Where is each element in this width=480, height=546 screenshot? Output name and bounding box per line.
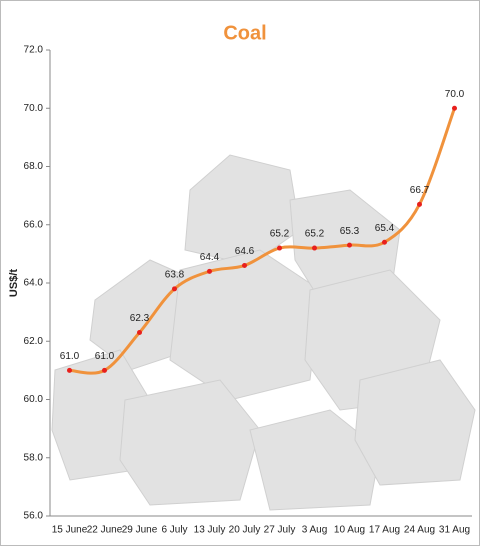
x-tick-label: 6 July bbox=[161, 525, 187, 536]
point-marker bbox=[242, 263, 247, 269]
x-tick-label: 27 July bbox=[264, 525, 296, 536]
x-tick-label: 22 June bbox=[87, 525, 123, 536]
data-label: 63.8 bbox=[165, 269, 185, 280]
x-tick-label: 29 June bbox=[122, 525, 158, 536]
data-label: 65.2 bbox=[305, 229, 325, 240]
point-marker bbox=[207, 268, 212, 274]
data-label: 61.0 bbox=[95, 351, 115, 362]
data-label: 61.0 bbox=[60, 351, 80, 362]
data-label: 70.0 bbox=[445, 89, 465, 100]
data-label: 62.3 bbox=[130, 313, 150, 324]
x-tick-label: 13 July bbox=[194, 525, 226, 536]
point-marker bbox=[172, 286, 177, 292]
y-tick-label: 72.0 bbox=[24, 45, 44, 56]
x-tick-label: 24 Aug bbox=[404, 525, 435, 536]
data-label: 64.6 bbox=[235, 246, 255, 257]
point-marker bbox=[67, 367, 72, 373]
y-tick-label: 56.0 bbox=[24, 511, 44, 522]
chart-title: Coal bbox=[223, 22, 266, 44]
point-marker bbox=[137, 330, 142, 336]
point-marker bbox=[417, 201, 422, 207]
x-tick-label: 3 Aug bbox=[302, 525, 328, 536]
data-label: 65.3 bbox=[340, 226, 360, 237]
y-axis-label: US$/t bbox=[8, 269, 20, 297]
x-tick-label: 17 Aug bbox=[369, 525, 400, 536]
point-marker bbox=[347, 242, 352, 248]
data-label: 66.7 bbox=[410, 185, 430, 196]
y-tick-label: 62.0 bbox=[24, 336, 44, 347]
x-tick-label: 10 Aug bbox=[334, 525, 365, 536]
data-label: 65.4 bbox=[375, 223, 395, 234]
point-marker bbox=[382, 239, 387, 245]
point-marker bbox=[102, 367, 107, 373]
data-label: 65.2 bbox=[270, 229, 290, 240]
point-marker bbox=[452, 105, 457, 111]
y-tick-label: 66.0 bbox=[24, 219, 44, 230]
point-marker bbox=[312, 245, 317, 251]
x-tick-label: 20 July bbox=[229, 525, 261, 536]
y-tick-label: 70.0 bbox=[24, 103, 44, 114]
data-label: 64.4 bbox=[200, 252, 220, 263]
x-tick-label: 15 June bbox=[52, 525, 88, 536]
y-tick-label: 58.0 bbox=[24, 452, 44, 463]
x-tick-label: 31 Aug bbox=[439, 525, 470, 536]
y-tick-label: 68.0 bbox=[24, 161, 44, 172]
y-tick-label: 60.0 bbox=[24, 394, 44, 405]
point-marker bbox=[277, 245, 282, 251]
y-tick-label: 64.0 bbox=[24, 278, 44, 289]
